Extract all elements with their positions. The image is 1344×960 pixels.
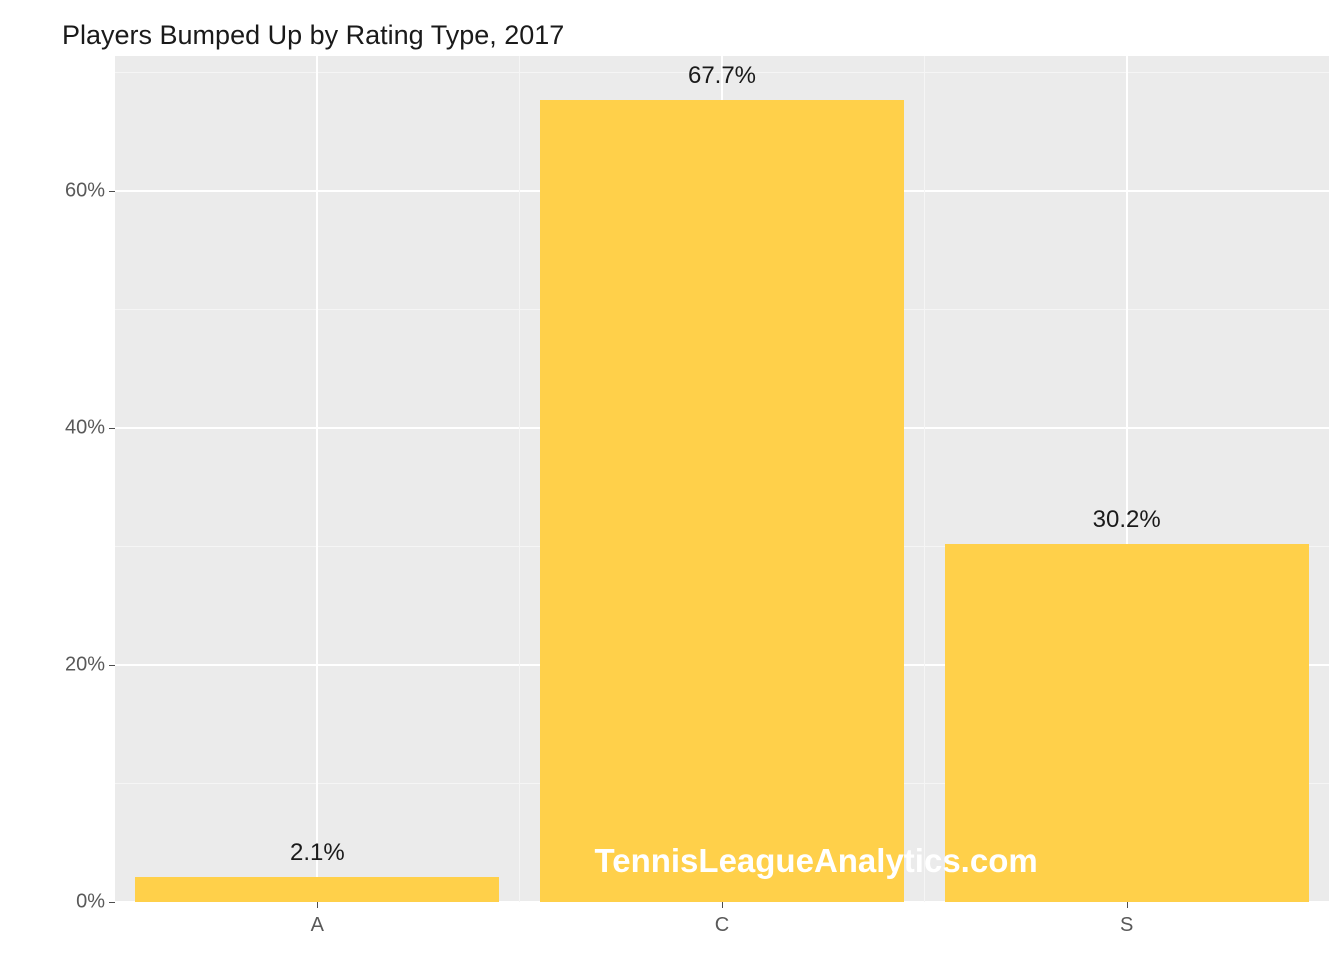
y-tick-mark: [109, 428, 115, 429]
x-tick-label: C: [715, 914, 729, 937]
y-tick-label: 60%: [57, 180, 105, 203]
bar-value-label: 67.7%: [688, 62, 756, 90]
bar-value-label: 30.2%: [1093, 506, 1161, 534]
gridline-v-minor: [924, 56, 925, 902]
x-tick-label: A: [311, 914, 324, 937]
chart-title: Players Bumped Up by Rating Type, 2017: [62, 20, 564, 51]
x-tick-mark: [1127, 902, 1128, 908]
plot-area: 2.1% 67.7% 30.2%: [115, 56, 1329, 902]
x-tick-mark: [317, 902, 318, 908]
chart-container: Players Bumped Up by Rating Type, 2017 2…: [0, 0, 1344, 960]
x-tick-label: S: [1120, 914, 1133, 937]
x-tick-mark: [722, 902, 723, 908]
y-tick-label: 40%: [57, 417, 105, 440]
y-tick-mark: [109, 665, 115, 666]
y-tick-label: 20%: [57, 654, 105, 677]
gridline-v-minor: [519, 56, 520, 902]
y-tick-mark: [109, 902, 115, 903]
bar: [135, 877, 499, 902]
bar-value-label: 2.1%: [290, 839, 345, 867]
y-tick-label: 0%: [57, 891, 105, 914]
watermark: TennisLeagueAnalytics.com: [595, 842, 1038, 880]
bar: [540, 100, 904, 902]
y-tick-mark: [109, 191, 115, 192]
gridline-v: [316, 56, 318, 902]
